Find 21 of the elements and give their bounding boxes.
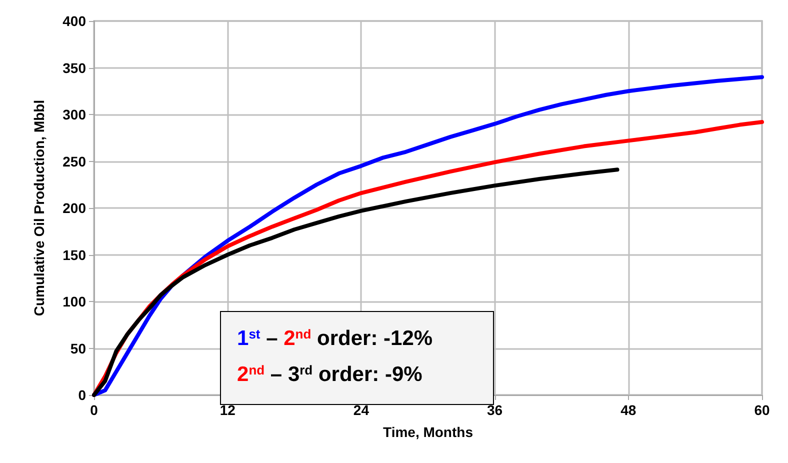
x-tick-label: 24 (353, 402, 370, 418)
y-tick-label: 150 (62, 246, 86, 263)
x-tick-label: 48 (620, 402, 636, 418)
x-tick-label: 36 (487, 402, 503, 418)
y-tick-label: 0 (78, 387, 86, 403)
y-axis-title: Cumulative Oil Production, Mbbl (31, 100, 47, 316)
x-tick-label: 60 (754, 402, 770, 418)
x-tick-label: 0 (90, 402, 98, 418)
y-tick-label: 50 (70, 340, 86, 356)
x-tick-label: 12 (220, 402, 236, 418)
y-tick-label: 100 (62, 294, 86, 310)
x-axis-title: Time, Months (383, 424, 474, 440)
annotation: 1$^{st}$ – 2$^{nd}$ order: -12% (237, 326, 433, 350)
note-box: 1$^{st}$ – 2$^{nd}$ order: -12% 2$^{nd}$ – 3$^{rd}$ order: -9% (220, 311, 494, 405)
line-series (92, 168, 620, 397)
y-tick-label: 400 (62, 13, 86, 29)
y-tick-label: 350 (62, 60, 86, 76)
y-tick-label: 300 (62, 106, 86, 122)
annotation: 2$^{nd}$ – 3$^{rd}$ order: -9% (237, 362, 422, 386)
y-tick-label: 250 (62, 153, 86, 170)
y-tick-label: 200 (62, 200, 86, 216)
